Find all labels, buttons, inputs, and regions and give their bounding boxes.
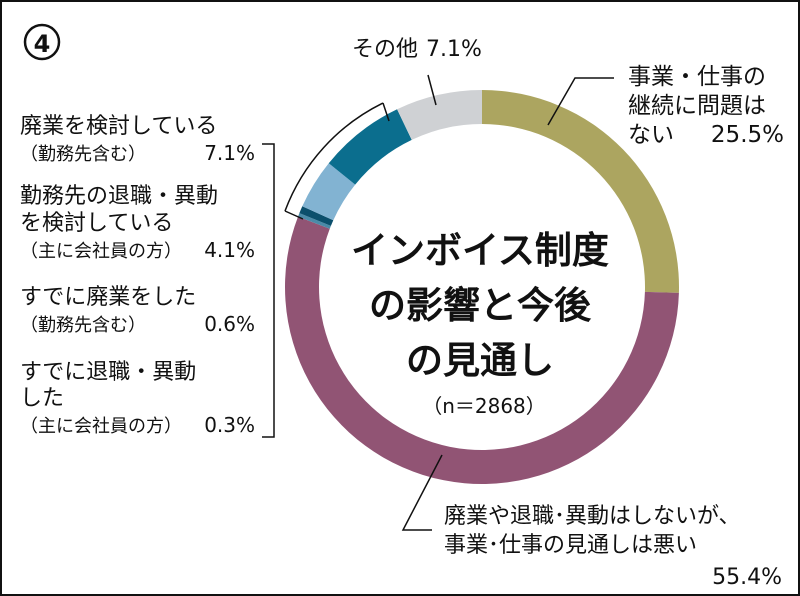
label-already-closed-value: 0.6% [204,312,255,336]
label-other: その他 7.1% [352,37,482,62]
label-considering-closure-line-1: 廃業を検討している [20,114,217,139]
label-considering-leave-line-2: を検討している [20,211,173,236]
bracket-arc [284,102,384,212]
label-no-problem-line-1: 事業・仕事の [628,64,766,90]
sample-size: （n＝2868） [422,394,546,418]
leader-line-outlook-bad [401,454,443,531]
label-no-problem-line-2: 継続に問題は [628,93,766,119]
label-considering-closure-line-2: （勤務先含む） [20,144,146,165]
donut-slice-2 [298,213,331,229]
bracket-end-bottom [284,210,304,220]
figure-number: 4 [34,30,51,58]
figure-number-circle [23,23,61,61]
label-already-closed-line-1: すでに廃業をした [20,285,196,310]
label-already-closed-line-2: （勤務先含む） [20,315,146,336]
label-considering-leave-line-3: （主に会社員の方） [20,241,182,262]
bracket-end-top [382,102,390,122]
donut-slice-3 [299,206,334,226]
label-other-name: その他 [352,37,418,62]
label-outlook-bad-value: 55.4% [712,565,782,590]
label-no-problem-line-3: ない [628,122,674,148]
label-already-left-line-1: すでに退職・異動 [20,360,196,385]
label-already-left-line-2: した [20,386,64,411]
left-label-bracket [262,143,275,438]
donut-slice-5 [328,109,412,185]
center-title-line-3: の見通し [406,339,554,382]
donut-slice-6 [397,90,482,140]
label-no-problem-value: 25.5% [711,122,784,148]
donut-slice-1 [285,216,679,485]
label-outlook-bad-line-1: 廃業や退職･異動はしないが、 [444,504,741,529]
center-title-line-1: インボイス制度 [351,229,609,272]
leader-line-other [427,74,437,106]
donut-slice-4 [302,163,356,221]
donut-slice-0 [482,90,679,293]
label-already-left-line-3: （主に会社員の方） [20,416,182,437]
center-title-line-2: の影響と今後 [369,284,592,327]
label-other-value: 7.1% [426,37,482,62]
donut-slices [285,90,679,485]
label-outlook-bad-line-2: 事業･仕事の見通しは悪い [444,533,697,558]
leader-line-no-problem [547,77,614,126]
label-considering-leave-value: 4.1% [204,238,255,262]
label-already-left-value: 0.3% [204,413,255,437]
label-considering-closure-value: 7.1% [204,141,255,165]
label-considering-leave-line-1: 勤務先の退職・異動 [20,184,218,209]
